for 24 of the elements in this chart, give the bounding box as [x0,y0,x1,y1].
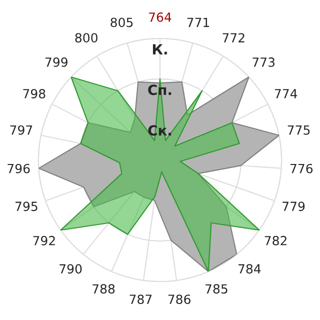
spoke-label: 772 [222,33,244,42]
spoke-label: 764 [149,12,172,22]
spoke-label: 779 [282,202,305,212]
spoke-label: 796 [8,164,30,174]
spoke-label: 784 [238,264,261,274]
spoke-label: 776 [290,164,313,174]
spoke-label: 800 [75,33,98,43]
spoke-label: 792 [33,236,55,246]
spoke-label: 773 [252,57,275,67]
spoke-label: 805 [110,18,133,28]
spoke-label: 788 [92,284,115,294]
spoke-label: 771 [187,18,210,27]
spoke-label: 785 [206,284,228,294]
spoke-label: 799 [46,57,68,67]
spoke-label: 798 [23,88,46,98]
y-tick-label: К. [152,44,167,54]
spoke-label: 790 [60,264,82,274]
spoke-label: 782 [264,236,286,246]
spoke-label: 774 [274,89,298,98]
spoke-label: 797 [10,125,32,135]
spoke-label: 775 [288,126,310,135]
spoke-label: 787 [130,294,152,304]
spoke-label: 786 [168,294,190,304]
spoke-label: 795 [16,202,38,212]
